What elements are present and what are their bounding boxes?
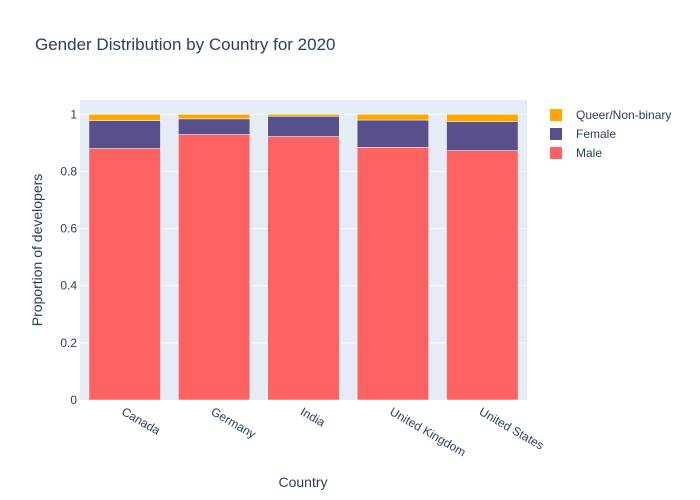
legend-label[interactable]: Female [576,127,616,141]
bar-female-united-states[interactable] [446,121,519,151]
y-tick-label: 0.8 [60,164,77,178]
bar-female-united-kingdom[interactable] [356,119,429,148]
bar-female-canada[interactable] [88,120,161,149]
bars [88,114,519,401]
x-tick-label: Canada [119,404,163,437]
x-tick-label: Germany [209,404,259,441]
legend-swatch[interactable] [550,128,562,140]
bar-female-india[interactable] [267,116,340,137]
bar-male-germany[interactable] [178,134,251,401]
x-tick-label: United States [477,404,546,452]
legend-swatch[interactable] [550,109,562,121]
bar-queer-non-binary-germany[interactable] [178,114,251,120]
y-tick-label: 0.2 [60,336,77,350]
legend-label[interactable]: Queer/Non-binary [576,108,671,122]
bar-queer-non-binary-united-states[interactable] [446,114,519,122]
bar-female-germany[interactable] [178,118,251,135]
bar-queer-non-binary-india[interactable] [267,114,340,117]
x-tick-labels: Canada Germany India United Kingdom United S… [119,404,546,459]
y-tick-labels: 0 0.2 0.4 0.6 0.8 1 [60,107,77,407]
legend: Queer/Non-binary Female Male [550,108,671,160]
x-axis-title: Country [278,474,327,490]
bar-male-united-kingdom[interactable] [356,147,429,401]
bar-male-united-states[interactable] [446,150,519,401]
x-tick-label: India [298,404,328,429]
bar-queer-non-binary-canada[interactable] [88,114,161,121]
y-tick-label: 0.6 [60,222,77,236]
legend-label[interactable]: Male [576,146,602,160]
y-axis-title: Proportion of developers [29,174,45,327]
legend-swatch[interactable] [550,147,562,159]
bar-male-india[interactable] [267,136,340,401]
bar-male-canada[interactable] [88,148,161,401]
x-tick-label: United Kingdom [387,404,468,459]
bar-queer-non-binary-united-kingdom[interactable] [356,114,429,121]
chart-title: Gender Distribution by Country for 2020 [35,35,336,54]
y-tick-label: 0.4 [60,279,77,293]
y-tick-label: 1 [70,107,77,121]
y-tick-label: 0 [70,393,77,407]
